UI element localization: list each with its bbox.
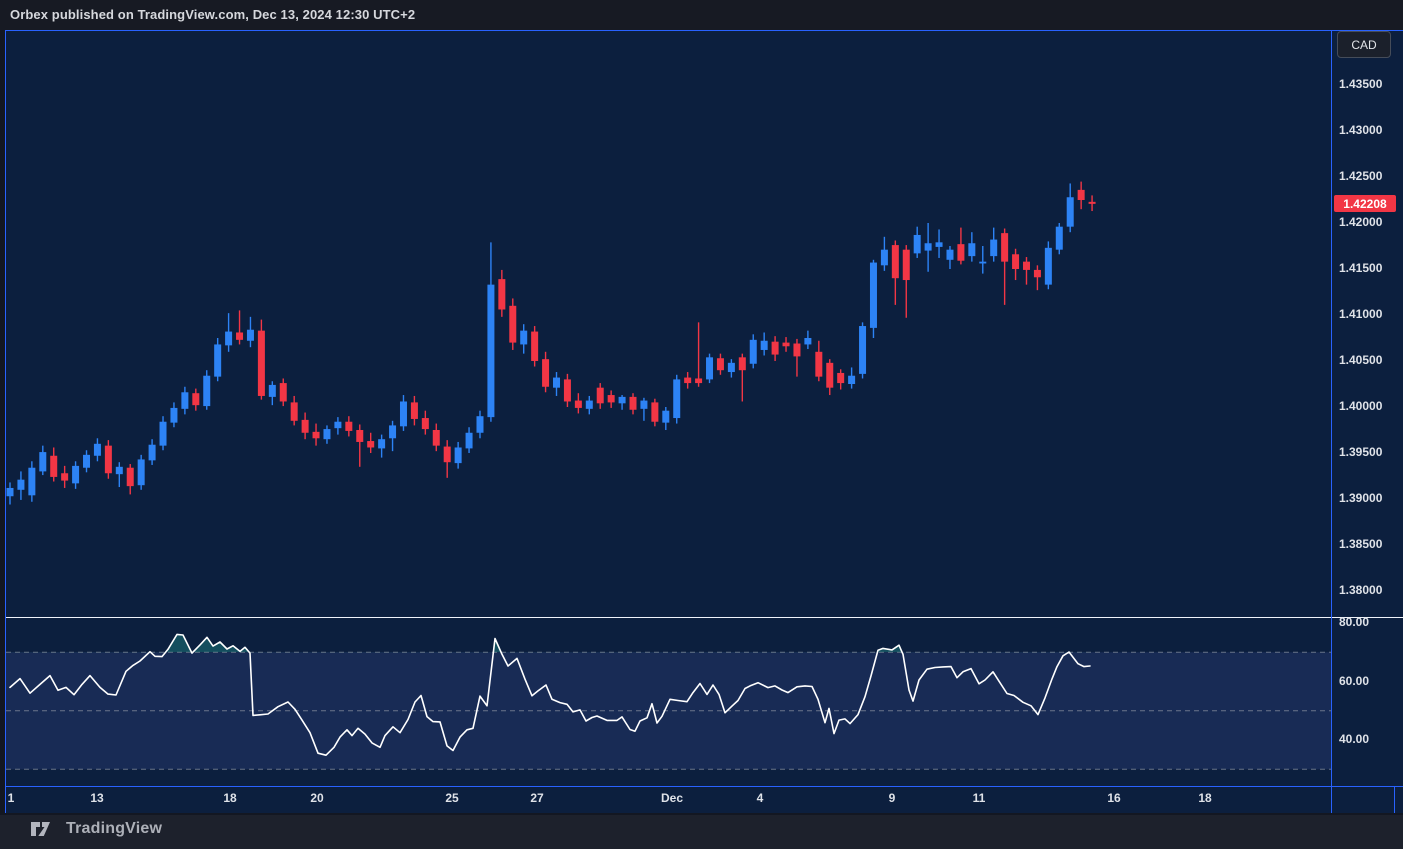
- time-tick: Dec: [660, 791, 684, 805]
- time-tick: 18: [1198, 791, 1212, 805]
- last-price-badge: 1.42208: [1334, 195, 1396, 213]
- time-tick: 11: [972, 791, 986, 805]
- price-tick: 1.38000: [1339, 583, 1383, 597]
- price-tick: 1.39000: [1339, 491, 1383, 505]
- publish-caption: Orbex published on TradingView.com, Dec …: [10, 7, 416, 22]
- rsi-tick: 80.00: [1339, 615, 1370, 629]
- price-tick: 1.42500: [1339, 169, 1383, 183]
- bottom-bar: [0, 815, 1403, 849]
- tradingview-brand[interactable]: TradingView: [30, 820, 162, 838]
- time-tick: 18: [223, 791, 237, 805]
- price-tick: 1.43000: [1339, 123, 1383, 137]
- price-tick: 1.39500: [1339, 445, 1383, 459]
- time-tick: 1: [7, 791, 15, 805]
- time-tick: 25: [445, 791, 459, 805]
- time-tick: 4: [756, 791, 764, 805]
- time-tick: 9: [888, 791, 896, 805]
- price-tick: 1.38500: [1339, 537, 1383, 551]
- time-tick: 16: [1107, 791, 1121, 805]
- price-tick: 1.40500: [1339, 353, 1383, 367]
- tradingview-brand-text: TradingView: [66, 820, 163, 837]
- time-tick: 20: [310, 791, 324, 805]
- symbol-chip[interactable]: CAD: [1337, 31, 1391, 58]
- tradingview-logo-icon: [31, 822, 50, 836]
- price-tick: 1.43500: [1339, 77, 1383, 91]
- rsi-tick: 40.00: [1339, 732, 1370, 746]
- price-tick: 1.41500: [1339, 261, 1383, 275]
- top-bar: [0, 0, 1403, 30]
- time-tick: 27: [530, 791, 544, 805]
- time-tick: 13: [90, 791, 104, 805]
- price-tick: 1.40000: [1339, 399, 1383, 413]
- price-tick: 1.41000: [1339, 307, 1383, 321]
- chart-panel[interactable]: [6, 30, 1403, 813]
- price-tick: 1.42000: [1339, 215, 1383, 229]
- rsi-tick: 60.00: [1339, 673, 1370, 688]
